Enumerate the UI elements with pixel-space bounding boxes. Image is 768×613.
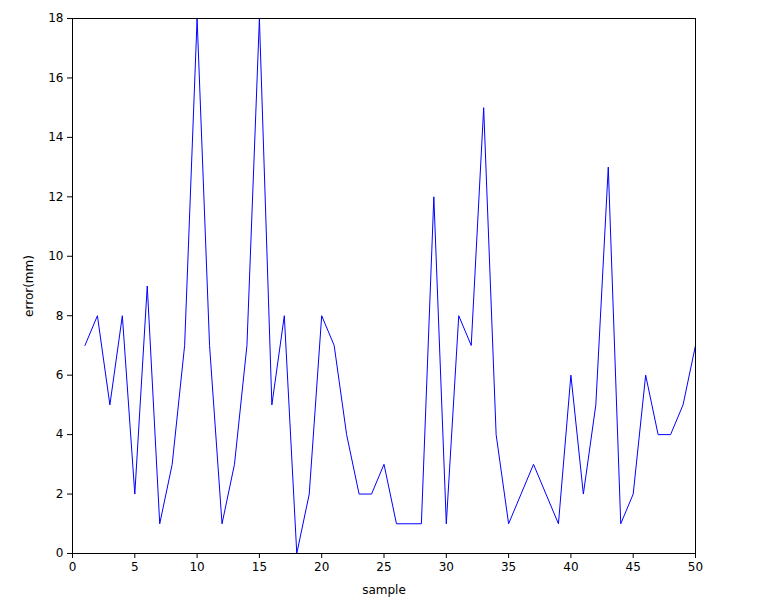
svg-text:2: 2 [56,487,64,501]
svg-text:10: 10 [48,249,63,263]
svg-text:0: 0 [69,560,77,574]
svg-text:15: 15 [252,560,267,574]
svg-text:5: 5 [131,560,139,574]
svg-text:sample: sample [362,583,406,597]
svg-text:14: 14 [48,130,63,144]
svg-text:8: 8 [56,309,64,323]
svg-text:0: 0 [56,546,64,560]
svg-text:16: 16 [48,71,63,85]
svg-text:18: 18 [48,11,63,25]
svg-text:40: 40 [563,560,578,574]
svg-text:45: 45 [626,560,641,574]
svg-text:10: 10 [189,560,204,574]
svg-text:error(mm): error(mm) [22,255,36,317]
svg-text:20: 20 [314,560,329,574]
svg-text:6: 6 [56,368,64,382]
svg-text:25: 25 [376,560,391,574]
svg-text:4: 4 [56,427,64,441]
svg-text:12: 12 [48,190,63,204]
svg-text:35: 35 [501,560,516,574]
svg-text:50: 50 [688,560,703,574]
svg-text:30: 30 [439,560,454,574]
